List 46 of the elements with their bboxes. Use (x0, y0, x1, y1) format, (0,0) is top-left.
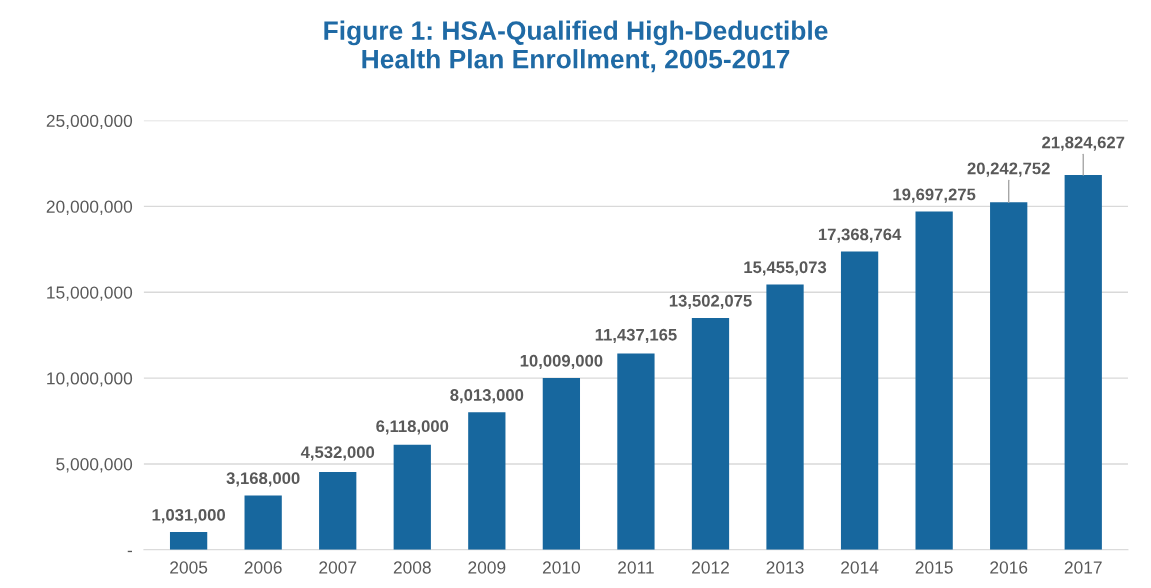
y-tick-label: 5,000,000 (56, 458, 133, 473)
x-tick-label: 2007 (319, 561, 357, 574)
data-label: 11,437,165 (595, 328, 677, 344)
x-tick-label: 2014 (841, 561, 879, 574)
bar (990, 202, 1028, 550)
bar (915, 211, 953, 550)
data-label: 3,168,000 (226, 472, 300, 487)
bar (766, 284, 804, 550)
data-label: 19,697,275 (893, 188, 976, 203)
data-label: 6,118,000 (376, 420, 449, 435)
bar (691, 317, 730, 550)
data-label: 20,242,752 (967, 162, 1050, 177)
x-tick-label: 2015 (915, 561, 953, 574)
data-label: 17,368,764 (818, 228, 902, 243)
x-tick-label: 2016 (990, 561, 1028, 574)
y-tick-label: 10,000,000 (47, 372, 133, 387)
data-label: 15,455,073 (744, 261, 827, 276)
bar (840, 251, 879, 550)
bar (319, 471, 357, 550)
bar (1064, 175, 1102, 550)
bar (617, 353, 655, 550)
data-label: 4,532,000 (300, 446, 375, 461)
x-tick-label: 2005 (170, 561, 208, 574)
data-label: 10,009,000 (520, 354, 603, 370)
bar (468, 412, 506, 550)
y-tick-label: 15,000,000 (47, 286, 133, 301)
bar (244, 495, 282, 550)
x-tick-label: 2009 (468, 561, 506, 574)
x-tick-label: 2012 (692, 561, 729, 574)
chart-title: Figure 1: HSA-Qualified High-Deductible Health Plan Enrollment, 2005-2017 (324, 20, 828, 73)
data-label: 21,824,627 (1042, 136, 1125, 151)
y-tick-label: - (127, 550, 132, 553)
x-tick-label: 2008 (393, 561, 431, 574)
bar (542, 377, 581, 550)
x-tick-label: 2011 (618, 561, 654, 574)
data-label: 1,031,000 (152, 508, 225, 524)
x-tick-label: 2017 (1064, 561, 1102, 574)
data-label: 8,013,000 (450, 389, 524, 404)
y-tick-label: 20,000,000 (46, 200, 133, 215)
x-tick-label: 2010 (542, 561, 581, 574)
x-tick-label: 2006 (244, 561, 282, 574)
x-tick-label: 2013 (766, 561, 804, 574)
data-label: 13,502,075 (669, 294, 752, 310)
bar (169, 532, 208, 550)
y-tick-label: 25,000,000 (46, 114, 133, 130)
bar (393, 444, 431, 550)
